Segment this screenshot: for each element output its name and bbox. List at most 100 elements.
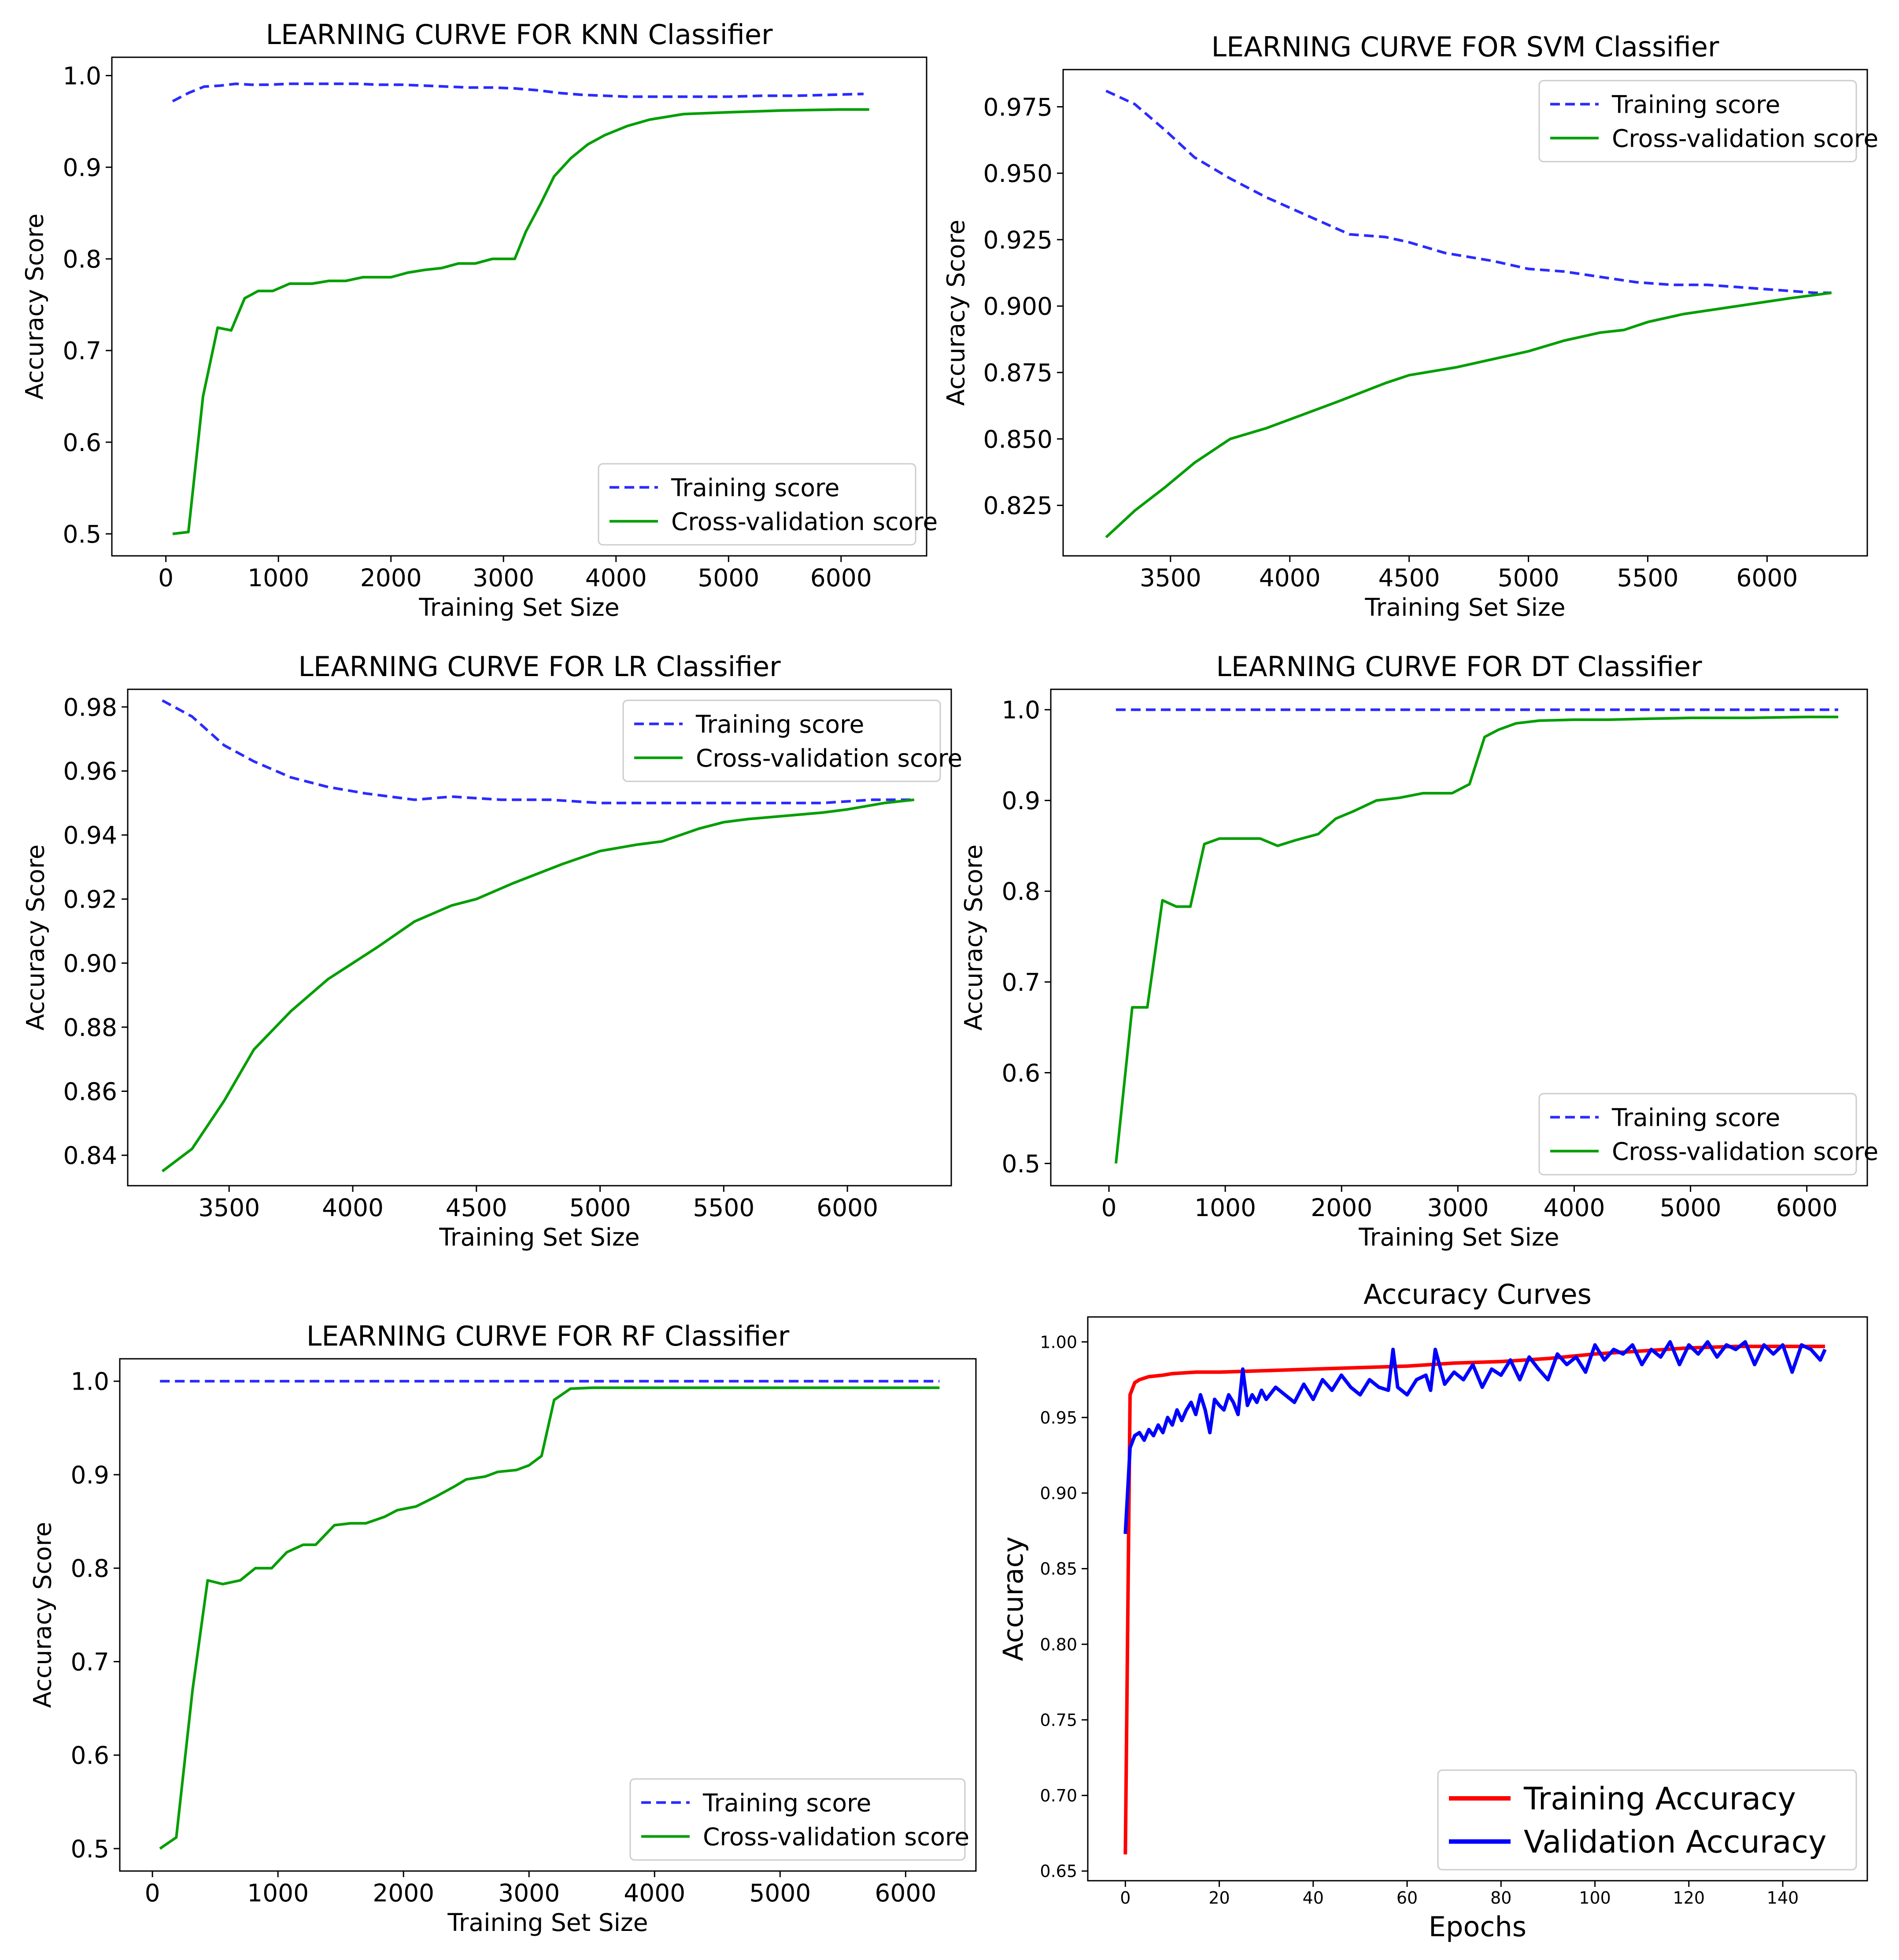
y-tick-label: 0.5 — [71, 1835, 109, 1863]
series-line-validation-accuracy — [1123, 1340, 1827, 1534]
y-axis-label: Accuracy — [997, 1536, 1029, 1661]
series-line-cross-validation-score — [161, 798, 915, 1172]
x-tick-label: 6000 — [875, 1879, 936, 1907]
y-tick-label: 0.900 — [983, 292, 1053, 321]
y-tick-label: 0.86 — [63, 1077, 117, 1106]
y-tick-label: 0.90 — [63, 949, 117, 977]
y-tick-label: 0.950 — [983, 159, 1053, 188]
plot-frame — [1062, 69, 1868, 557]
series-line-cross-validation-score — [159, 1386, 940, 1850]
x-tick-label: 4000 — [624, 1879, 685, 1907]
x-tick-label: 3000 — [1427, 1194, 1489, 1222]
chart-svm: LEARNING CURVE FOR SVM Classifier 3500 400… — [942, 31, 1879, 621]
chart-title: LEARNING CURVE FOR SVM Classifier — [1212, 31, 1719, 63]
y-tick-label: 0.850 — [983, 425, 1053, 453]
y-tick-label: 0.7 — [71, 1648, 109, 1676]
x-tick-label: 3500 — [198, 1194, 260, 1222]
x-tick-label: 5000 — [698, 564, 759, 592]
x-axis-label: Training Set Size — [1364, 593, 1565, 621]
plot-frame — [111, 56, 927, 557]
legend: Training score Cross-validation score — [598, 463, 938, 546]
series-line-cross-validation-score — [172, 108, 869, 536]
y-axis-label: Accuracy Score — [29, 1522, 57, 1708]
y-tick-label: 0.8 — [63, 245, 101, 274]
legend-label: Cross-validation score — [1612, 124, 1878, 152]
x-tick-label: 5500 — [693, 1194, 754, 1222]
y-tick-label: 0.6 — [1002, 1059, 1040, 1087]
y-tick-label: 1.0 — [1002, 696, 1040, 724]
legend-label: Cross-validation score — [703, 1823, 969, 1851]
x-tick-label: 2000 — [1311, 1194, 1372, 1222]
legend-label: Training score — [1611, 1103, 1780, 1132]
y-axis-label: Accuracy Score — [21, 214, 49, 400]
x-tick-label: 4000 — [1259, 564, 1321, 592]
x-tick-label: 4000 — [322, 1194, 384, 1222]
x-tick-label: 1000 — [248, 564, 309, 592]
x-tick-label: 40 — [1303, 1888, 1324, 1908]
x-axis-label: Training Set Size — [447, 1908, 648, 1937]
legend-label: Training score — [702, 1789, 871, 1817]
legend-label: Cross-validation score — [671, 507, 938, 536]
legend: Training score Cross-validation score — [622, 699, 962, 782]
y-tick-label: 0.5 — [63, 520, 101, 548]
y-tick-label: 0.925 — [983, 226, 1053, 254]
x-tick-label: 3000 — [498, 1879, 560, 1907]
y-tick-label: 0.9 — [63, 154, 101, 182]
y-tick-label: 0.75 — [1040, 1710, 1077, 1730]
y-tick-label: 1.00 — [1040, 1332, 1077, 1352]
x-tick-label: 0 — [158, 564, 174, 592]
x-tick-label: 4500 — [1378, 564, 1440, 592]
y-tick-label: 0.70 — [1040, 1786, 1077, 1805]
legend: Training score Cross-validation score — [1538, 80, 1878, 163]
series-line-training-score — [1105, 89, 1832, 294]
x-tick-label: 3500 — [1140, 564, 1201, 592]
legend-box — [1538, 1093, 1857, 1176]
x-tick-label: 5500 — [1617, 564, 1679, 592]
x-tick-label: 5000 — [749, 1879, 811, 1907]
y-tick-label: 0.80 — [1040, 1635, 1077, 1654]
y-tick-label: 0.7 — [63, 337, 101, 365]
series-line-cross-validation-score — [1114, 715, 1838, 1164]
x-axis-label: Epochs — [1429, 1911, 1526, 1943]
y-tick-label: 0.65 — [1040, 1862, 1077, 1881]
x-tick-label: 6000 — [1736, 564, 1798, 592]
x-tick-label: 2000 — [360, 564, 422, 592]
x-tick-label: 5000 — [1498, 564, 1559, 592]
x-tick-label: 6000 — [1776, 1194, 1838, 1222]
legend-label: Validation Accuracy — [1524, 1824, 1827, 1860]
x-tick-label: 60 — [1397, 1888, 1418, 1908]
y-tick-label: 0.9 — [1002, 787, 1040, 815]
x-tick-label: 5000 — [569, 1194, 631, 1222]
y-tick-label: 1.0 — [63, 62, 101, 90]
x-tick-label: 6000 — [816, 1194, 878, 1222]
y-tick-label: 0.975 — [983, 93, 1053, 121]
y-axis-label: Accuracy Score — [960, 844, 988, 1031]
x-tick-label: 1000 — [247, 1879, 309, 1907]
x-tick-label: 20 — [1208, 1888, 1230, 1908]
legend: Training Accuracy Validation Accuracy — [1437, 1769, 1857, 1871]
x-tick-label: 4000 — [1543, 1194, 1605, 1222]
y-tick-label: 0.7 — [1002, 968, 1040, 996]
x-tick-label: 0 — [145, 1879, 160, 1907]
x-tick-label: 3000 — [473, 564, 534, 592]
y-axis-label: Accuracy Score — [942, 220, 970, 406]
y-tick-label: 1.0 — [71, 1368, 109, 1396]
y-axis-label: Accuracy Score — [22, 844, 50, 1031]
x-tick-label: 140 — [1767, 1888, 1799, 1908]
chart-knn: LEARNING CURVE FOR KNN Classifier 0 1000 20… — [21, 18, 938, 621]
x-axis-label: Training Set Size — [439, 1223, 639, 1251]
legend-label: Cross-validation score — [696, 744, 962, 772]
legend-box — [629, 1778, 966, 1861]
x-tick-label: 5000 — [1660, 1194, 1722, 1222]
legend-label: Training score — [1611, 90, 1780, 118]
x-tick-label: 120 — [1673, 1888, 1705, 1908]
plot-frame — [1050, 688, 1868, 1187]
x-tick-label: 4500 — [446, 1194, 507, 1222]
legend: Training score Cross-validation score — [629, 1778, 969, 1861]
y-tick-label: 0.98 — [63, 693, 117, 721]
y-tick-label: 0.96 — [63, 757, 117, 785]
x-axis-label: Training Set Size — [418, 593, 619, 621]
x-tick-label: 80 — [1490, 1888, 1511, 1908]
legend-label: Training score — [695, 710, 864, 738]
